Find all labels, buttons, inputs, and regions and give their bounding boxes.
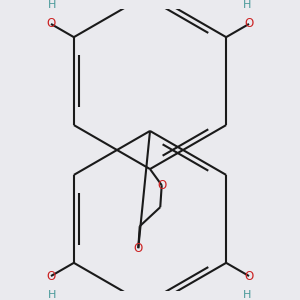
Text: H: H bbox=[48, 0, 57, 10]
Text: O: O bbox=[134, 242, 143, 255]
Text: H: H bbox=[243, 0, 252, 10]
Text: O: O bbox=[46, 17, 56, 31]
Text: O: O bbox=[244, 17, 253, 31]
Text: H: H bbox=[243, 290, 252, 300]
Text: H: H bbox=[48, 290, 57, 300]
Text: O: O bbox=[157, 179, 166, 192]
Text: O: O bbox=[46, 269, 56, 283]
Text: O: O bbox=[244, 269, 253, 283]
